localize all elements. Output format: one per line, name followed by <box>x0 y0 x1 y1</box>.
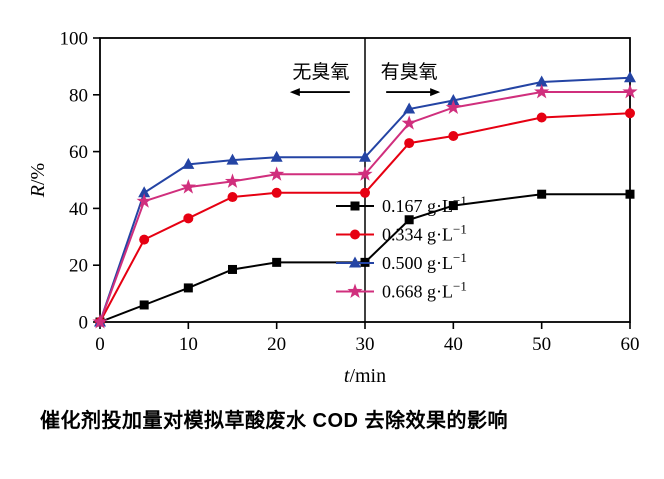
legend-label: 0.334 g·L−1 <box>382 222 467 245</box>
y-tick-label: 80 <box>69 85 88 106</box>
triangle-marker-icon <box>349 256 361 268</box>
legend-entry: 0.334 g·L−1 <box>336 222 467 245</box>
triangle-marker-icon <box>226 153 239 165</box>
square-marker-icon <box>350 201 360 211</box>
annotation-text: 无臭氧 <box>292 61 349 83</box>
circle-marker-icon <box>271 187 282 198</box>
y-tick-label: 0 <box>79 313 89 334</box>
star-marker-icon <box>622 83 638 99</box>
x-tick-label: 50 <box>532 334 551 355</box>
y-axis: 0 20 40 60 80 100 <box>60 29 100 334</box>
triangle-marker-icon <box>403 102 416 114</box>
star-marker-icon <box>136 193 152 208</box>
triangle-marker-icon <box>138 186 151 198</box>
legend: 0.167 g·L−1 0.334 g·L−1 0.500 g·L−1 0.668 g… <box>336 193 467 302</box>
y-tick-label: 60 <box>69 142 88 163</box>
circle-marker-icon <box>139 234 150 245</box>
right-arrowhead-icon <box>430 88 441 97</box>
triangle-marker-icon <box>447 93 460 105</box>
star-marker-icon <box>401 115 417 130</box>
series-line <box>99 91 630 323</box>
star-marker-icon <box>347 283 363 298</box>
x-tick-label: 60 <box>621 334 640 355</box>
legend-entry: 0.500 g·L−1 <box>336 250 467 273</box>
square-marker-icon <box>537 189 547 199</box>
triangle-marker-icon <box>270 150 283 162</box>
star-marker-icon <box>224 173 241 188</box>
series-line <box>99 112 631 323</box>
star-marker-icon <box>92 314 108 329</box>
x-tick-label: 0 <box>95 334 105 355</box>
circle-marker-icon <box>183 213 194 224</box>
x-axis-label: t/min <box>344 365 386 387</box>
x-tick-label: 20 <box>267 334 286 355</box>
triangle-marker-icon <box>624 71 636 83</box>
legend-label: 0.167 g·L−1 <box>382 193 467 216</box>
legend-label: 0.668 g·L−1 <box>382 279 467 302</box>
circle-marker-icon <box>404 138 415 149</box>
series-star <box>92 83 638 329</box>
square-marker-icon <box>625 189 635 199</box>
square-marker-icon <box>272 257 282 267</box>
square-marker-icon <box>183 283 193 293</box>
star-marker-icon <box>534 83 550 99</box>
square-marker-icon <box>228 264 237 274</box>
star-marker-icon <box>269 166 285 181</box>
y-tick-label: 20 <box>69 256 88 277</box>
legend-entry: 0.668 g·L−1 <box>336 279 467 302</box>
triangle-marker-icon <box>182 157 195 169</box>
x-tick-label: 40 <box>444 334 463 355</box>
cod-removal-line-chart: 0 10 20 30 40 50 60 0 20 40 60 80 100 t/min R/% 无臭氧 有臭氧 0… <box>27 29 640 388</box>
x-axis: 0 10 20 30 40 50 60 <box>95 322 640 355</box>
triangle-marker-icon <box>535 75 548 87</box>
series-line <box>99 76 631 323</box>
star-marker-icon <box>357 166 373 181</box>
legend-label: 0.500 g·L−1 <box>382 250 467 273</box>
series-line <box>99 193 630 323</box>
square-marker-icon <box>139 300 149 310</box>
star-marker-icon <box>180 179 196 194</box>
circle-marker-icon <box>360 187 370 198</box>
y-tick-label: 40 <box>69 199 88 220</box>
figure-caption: 催化剂投加量对模拟草酸废水 COD 去除效果的影响 <box>40 410 509 432</box>
annotation-text: 有臭氧 <box>381 61 438 83</box>
legend-entry: 0.167 g·L−1 <box>336 193 467 216</box>
circle-marker-icon <box>227 192 238 203</box>
square-marker-icon <box>404 215 414 225</box>
y-axis-label: R/% <box>27 163 49 198</box>
triangle-marker-icon <box>359 150 371 162</box>
square-marker-icon <box>448 201 458 211</box>
x-tick-label: 30 <box>356 334 375 355</box>
circle-marker-icon <box>625 108 635 119</box>
y-tick-label: 100 <box>60 29 89 50</box>
circle-marker-icon <box>448 130 459 141</box>
left-arrowhead-icon <box>289 88 300 97</box>
x-tick-label: 10 <box>179 334 198 355</box>
circle-marker-icon <box>350 229 360 240</box>
circle-marker-icon <box>536 112 547 123</box>
star-marker-icon <box>445 99 461 115</box>
